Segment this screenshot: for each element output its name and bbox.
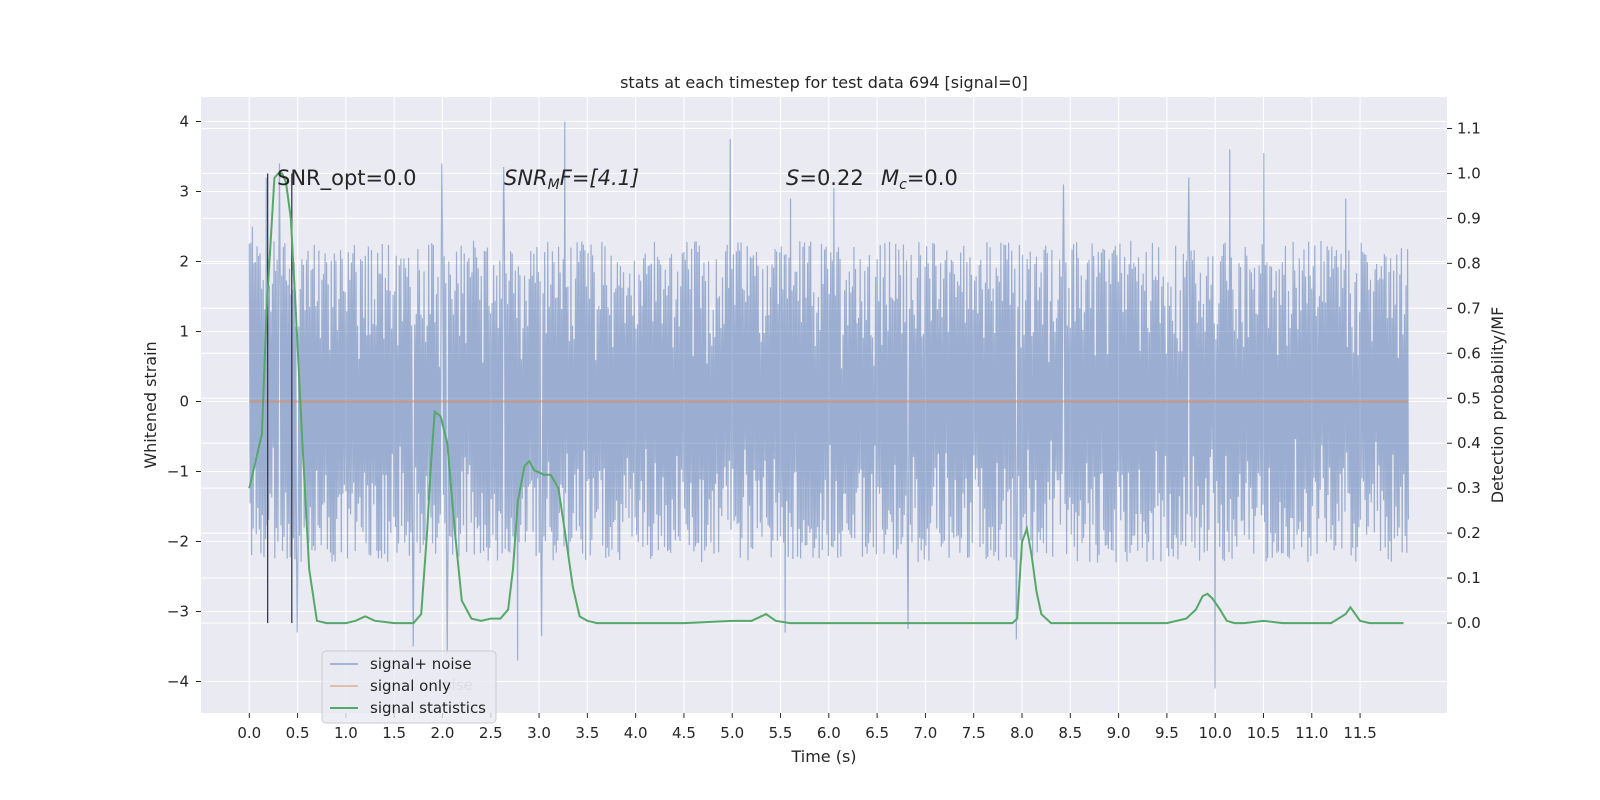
annotation-s-value: S=0.22 [786, 166, 864, 190]
right-y-axis-label: Detection probability/MF [1488, 307, 1507, 504]
x-tick-label: 0.0 [237, 724, 261, 742]
right-y-tick-label: 0.3 [1457, 479, 1481, 497]
left-y-tick-label: 3 [179, 183, 189, 201]
x-axis-ticks: 0.0 0.5 1.0 1.5 2.0 2.5 3.0 3.5 4.0 4.5 5.0 5.5 6.0 6… [237, 713, 1377, 742]
right-y-tick-label: 1.0 [1457, 164, 1481, 182]
x-tick-label: 2.0 [431, 724, 455, 742]
mc-subscript: c [899, 177, 907, 193]
x-tick-label: 11.5 [1343, 724, 1376, 742]
chart-title: stats at each timestep for test data 694… [620, 73, 1028, 92]
annotation-mc-value: Mc=0.0 [881, 166, 958, 193]
left-y-tick-label: 4 [179, 113, 189, 131]
signal-plus-noise-trace [248, 121, 1409, 689]
x-tick-label: 6.0 [817, 724, 841, 742]
left-y-tick-label: 0 [179, 393, 189, 411]
right-y-tick-label: 0.8 [1457, 254, 1481, 272]
x-tick-label: 11.0 [1295, 724, 1328, 742]
x-tick-label: 7.0 [913, 724, 937, 742]
x-tick-label: 4.0 [624, 724, 648, 742]
x-tick-label: 10.5 [1247, 724, 1280, 742]
annotation-snr-opt: SNR_opt=0.0 [277, 166, 417, 191]
right-y-tick-label: 1.1 [1457, 119, 1481, 137]
left-y-tick-label: −4 [167, 673, 189, 691]
left-y-tick-label: 2 [179, 253, 189, 271]
mc-variable: M [881, 166, 899, 190]
right-y-tick-label: 0.2 [1457, 524, 1481, 542]
right-y-axis-ticks: 0.0 0.1 0.2 0.3 0.4 0.5 0.6 0.7 0.8 0.9 1.0 1.1 [1447, 119, 1481, 632]
snr-mf-base: SNR [504, 166, 548, 190]
right-y-tick-label: 0.9 [1457, 209, 1481, 227]
left-y-tick-label: −1 [167, 463, 189, 481]
x-tick-label: 10.0 [1198, 724, 1231, 742]
signal-plus-noise-series [248, 121, 1409, 689]
left-y-axis-label: Whitened strain [141, 341, 160, 468]
x-tick-label: 8.0 [1010, 724, 1034, 742]
mc-value: =0.0 [907, 166, 958, 190]
x-tick-label: 4.5 [672, 724, 696, 742]
x-tick-label: 2.5 [479, 724, 503, 742]
x-tick-label: 5.0 [720, 724, 744, 742]
right-y-tick-label: 0.6 [1457, 344, 1481, 362]
snr-mf-subscript: M [548, 177, 560, 193]
x-tick-label: 1.0 [334, 724, 358, 742]
x-tick-label: 3.5 [575, 724, 599, 742]
x-tick-label: 3.0 [527, 724, 551, 742]
legend-label-signal-statistics: signal statistics [370, 699, 486, 717]
right-y-tick-label: 0.0 [1457, 614, 1481, 632]
legend-label-signal-only: signal only [370, 677, 451, 695]
annotation-snr-mf: SNRMF=[4.1] [504, 166, 639, 193]
x-tick-label: 0.5 [286, 724, 310, 742]
legend: noise signal+ noise signal only signal s… [321, 650, 497, 724]
legend-box [321, 650, 497, 724]
left-y-tick-label: −2 [167, 533, 189, 551]
x-tick-label: 7.5 [962, 724, 986, 742]
s-value: =0.22 [799, 166, 863, 190]
right-y-tick-label: 0.4 [1457, 434, 1481, 452]
x-tick-label: 1.5 [382, 724, 406, 742]
legend-label-signal-plus-noise: signal+ noise [370, 655, 472, 673]
x-tick-label: 8.5 [1058, 724, 1082, 742]
x-tick-label: 6.5 [865, 724, 889, 742]
left-y-tick-label: 1 [179, 323, 189, 341]
x-tick-label: 9.0 [1107, 724, 1131, 742]
x-tick-label: 9.5 [1155, 724, 1179, 742]
left-y-tick-label: −3 [167, 603, 189, 621]
snr-mf-suffix: F=[4.1] [560, 166, 639, 190]
left-y-axis-ticks: −4 −3 −2 −1 0 1 2 3 4 [167, 113, 201, 691]
signal-statistics-line [248, 172, 1404, 625]
right-y-tick-label: 0.7 [1457, 299, 1481, 317]
right-y-tick-label: 0.5 [1457, 389, 1481, 407]
x-tick-label: 5.5 [769, 724, 793, 742]
s-variable: S [786, 166, 799, 190]
right-y-tick-label: 0.1 [1457, 569, 1481, 587]
x-axis-label: Time (s) [790, 747, 856, 766]
